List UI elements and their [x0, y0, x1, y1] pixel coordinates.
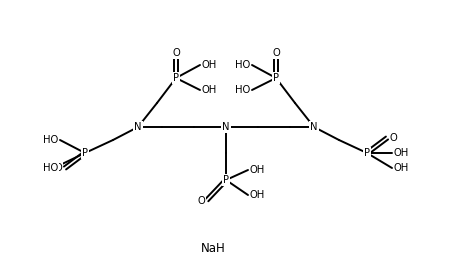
Text: N: N — [309, 122, 317, 132]
Text: OH: OH — [393, 163, 408, 173]
Text: N: N — [222, 122, 229, 132]
Text: P: P — [173, 73, 179, 83]
Text: OH: OH — [202, 60, 217, 70]
Text: OH: OH — [249, 165, 265, 175]
Text: O: O — [272, 48, 279, 58]
Text: NaH: NaH — [200, 241, 225, 254]
Text: P: P — [272, 73, 278, 83]
Text: OH: OH — [249, 190, 265, 200]
Text: HO: HO — [234, 60, 249, 70]
Text: O: O — [172, 48, 179, 58]
Text: N: N — [134, 122, 142, 132]
Text: HO: HO — [43, 135, 58, 145]
Text: O: O — [197, 196, 205, 206]
Text: HO: HO — [234, 85, 249, 95]
Text: O: O — [54, 163, 62, 173]
Text: HO: HO — [43, 163, 58, 173]
Text: P: P — [82, 148, 88, 158]
Text: P: P — [222, 175, 229, 185]
Text: OH: OH — [393, 148, 408, 158]
Text: P: P — [363, 148, 369, 158]
Text: OH: OH — [202, 85, 217, 95]
Text: O: O — [389, 133, 397, 143]
